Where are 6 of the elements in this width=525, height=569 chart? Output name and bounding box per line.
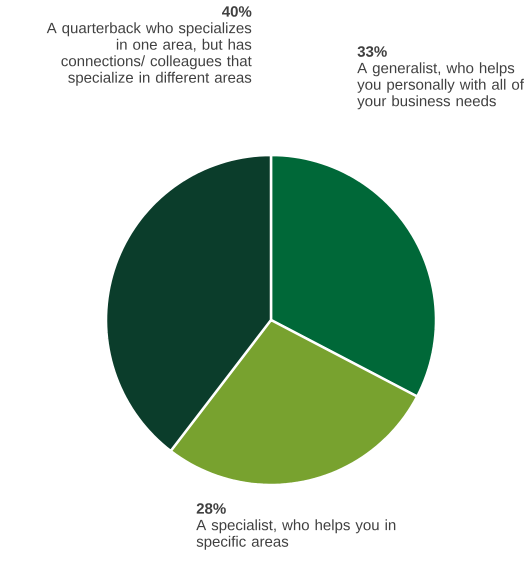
data-label: 40% xyxy=(222,6,252,17)
slice-label: A specialist, who helps you in specific areas xyxy=(196,519,396,550)
data-label: 33% xyxy=(357,46,387,57)
slice-label: A generalist, who helps you personally with all of your business needs xyxy=(357,62,524,110)
slice-label: A quarterback who specializes in one area, but has connections/ colleagues that specialize in different areas xyxy=(46,22,252,86)
data-label: 28% xyxy=(196,503,226,514)
